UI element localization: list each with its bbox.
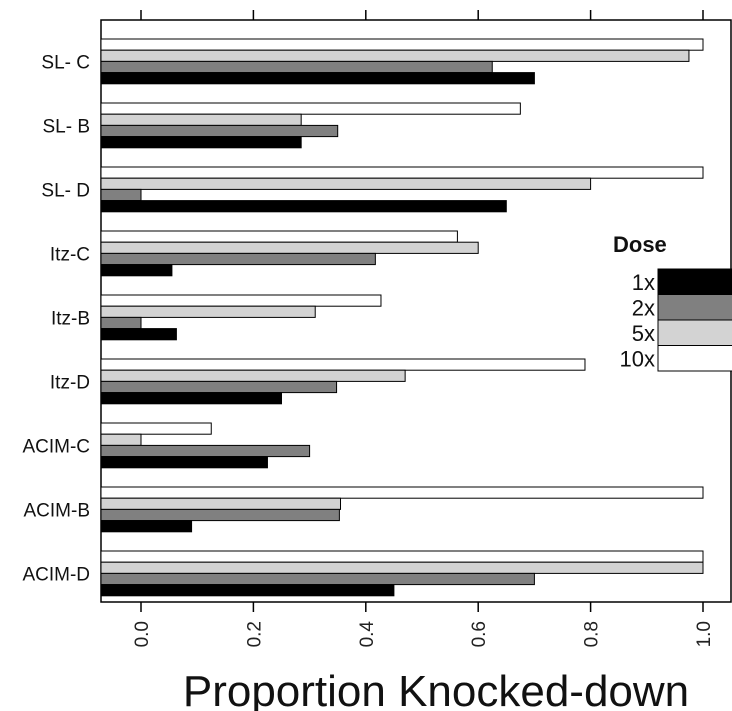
legend-title: Dose [613, 232, 667, 257]
category-label: ACIM-B [24, 500, 91, 521]
bar-5x [100, 433, 142, 446]
bar-5x [100, 177, 592, 190]
bar-1x [100, 584, 395, 597]
bar-1x [100, 456, 268, 469]
bar-10x [100, 486, 704, 499]
bar-10x [100, 550, 704, 563]
bar-1x [100, 392, 282, 405]
bar-5x [100, 561, 704, 574]
bar-1x [100, 264, 173, 277]
category-label: Itz-C [50, 244, 90, 265]
bar-1x [100, 72, 535, 85]
bar-2x [100, 380, 338, 394]
legend-swatch-10x [657, 345, 732, 372]
bar-10x [100, 294, 382, 307]
x-tick-label: 1.0 [694, 621, 715, 647]
legend-label: 2x [632, 295, 655, 320]
legend-label: 1x [632, 270, 655, 295]
bar-1x [100, 328, 177, 341]
bars [100, 38, 704, 597]
category-label: ACIM-D [22, 564, 90, 585]
bar-5x [100, 305, 316, 318]
x-axis-ticks: 0.0 0.2 0.4 0.6 0.8 1.0 [132, 10, 715, 647]
legend-swatch-2x [657, 294, 732, 321]
x-tick-label: 0.4 [357, 621, 378, 648]
bar-5x [100, 241, 479, 254]
x-tick-label: 0.0 [132, 621, 153, 647]
category-label: Itz-B [51, 308, 90, 329]
bar-2x [100, 124, 339, 138]
bar-1x [100, 136, 302, 149]
bar-10x [100, 102, 521, 115]
bar-10x [100, 166, 704, 179]
bar-5x [100, 113, 302, 126]
bar-5x [100, 49, 690, 62]
bar-2x [100, 444, 311, 458]
bar-5x [100, 369, 406, 382]
bar-2x [100, 508, 340, 522]
bar-2x [100, 188, 142, 202]
bar-1x [100, 200, 507, 213]
bar-10x [100, 358, 586, 371]
category-label: SL- C [41, 52, 90, 73]
legend-label: 5x [632, 321, 655, 346]
category-label: SL- D [41, 180, 90, 201]
category-labels: SL- C SL- B SL- D Itz-C Itz-B Itz-D ACIM-C ACIM… [22, 52, 90, 585]
bar-10x [100, 38, 704, 51]
bar-1x [100, 520, 193, 533]
category-label: ACIM-C [22, 436, 90, 457]
x-axis-title: Proportion Knocked-down [183, 667, 689, 711]
bar-2x [100, 252, 376, 266]
x-tick-label: 0.2 [244, 621, 265, 647]
bar-5x [100, 497, 342, 510]
x-tick-label: 0.6 [469, 621, 490, 647]
legend-label: 10x [620, 346, 655, 371]
bar-2x [100, 60, 493, 74]
bar-2x [100, 572, 535, 586]
bar-2x [100, 316, 142, 330]
legend-swatch-5x [657, 319, 732, 346]
category-label: Itz-D [50, 372, 90, 393]
bar-10x [100, 230, 458, 243]
x-tick-label: 0.8 [582, 621, 603, 647]
legend-swatch-1x [657, 268, 732, 295]
category-label: SL- B [42, 116, 90, 137]
bar-10x [100, 422, 212, 435]
